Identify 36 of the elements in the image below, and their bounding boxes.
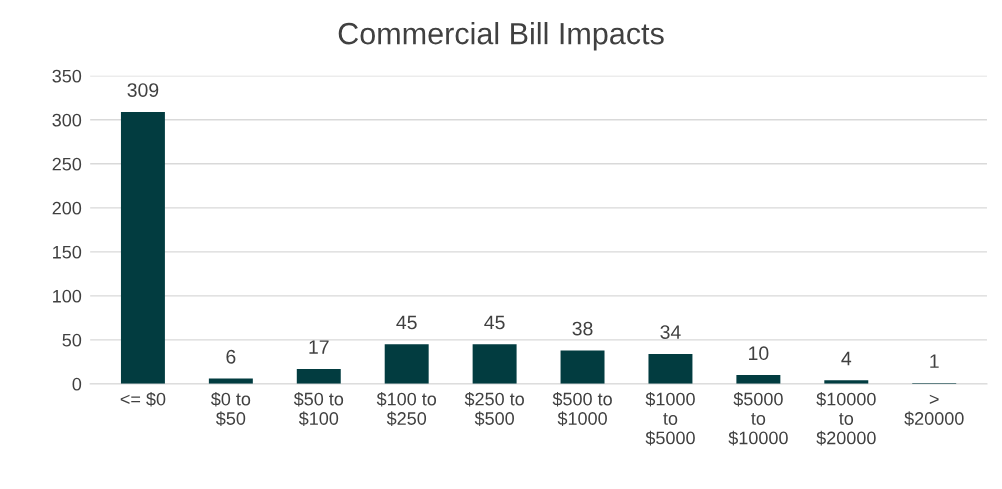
y-tick-label: 300 (52, 113, 82, 127)
x-tick-label: <= $0 (120, 391, 166, 407)
data-label: 10 (749, 346, 769, 361)
data-label: 4 (841, 351, 852, 366)
x-tick-label: $50 to $100 (293, 391, 344, 426)
x-tick-label: $10000 to $20000 (816, 391, 876, 446)
data-label: 45 (484, 315, 505, 330)
x-tick-label: $500 to $1000 (552, 391, 612, 426)
bar (296, 368, 341, 384)
bar (472, 344, 517, 384)
y-tick-label: 50 (62, 333, 82, 347)
y-tick-label: 100 (53, 289, 82, 303)
data-label: 38 (572, 321, 593, 336)
x-tick-label: $100 to $250 (376, 391, 437, 426)
data-label: 45 (396, 315, 417, 330)
bar (736, 375, 781, 384)
data-label: 6 (226, 349, 236, 364)
x-tick-label: $250 to $500 (464, 391, 524, 426)
y-tick-label: 0 (72, 377, 82, 391)
y-tick-label: 250 (52, 157, 82, 171)
bar (560, 350, 605, 384)
y-tick-label: 200 (52, 201, 82, 215)
y-tick-label: 350 (52, 69, 82, 83)
bar (648, 353, 693, 384)
data-label: 34 (660, 325, 681, 339)
bar (120, 111, 165, 384)
y-tick-label: 150 (53, 245, 82, 259)
chart-title: Commercial Bill Impacts (338, 22, 664, 51)
data-label: 309 (127, 83, 159, 97)
data-label: 1 (930, 354, 939, 368)
x-tick-label: $1000 to $5000 (645, 391, 695, 446)
x-tick-label: $5000 to $10000 (728, 391, 788, 446)
x-tick-label: > $20000 (904, 394, 964, 426)
data-label: 17 (309, 340, 329, 354)
bar (384, 344, 429, 384)
x-tick-label: $0 to $50 (210, 391, 251, 426)
